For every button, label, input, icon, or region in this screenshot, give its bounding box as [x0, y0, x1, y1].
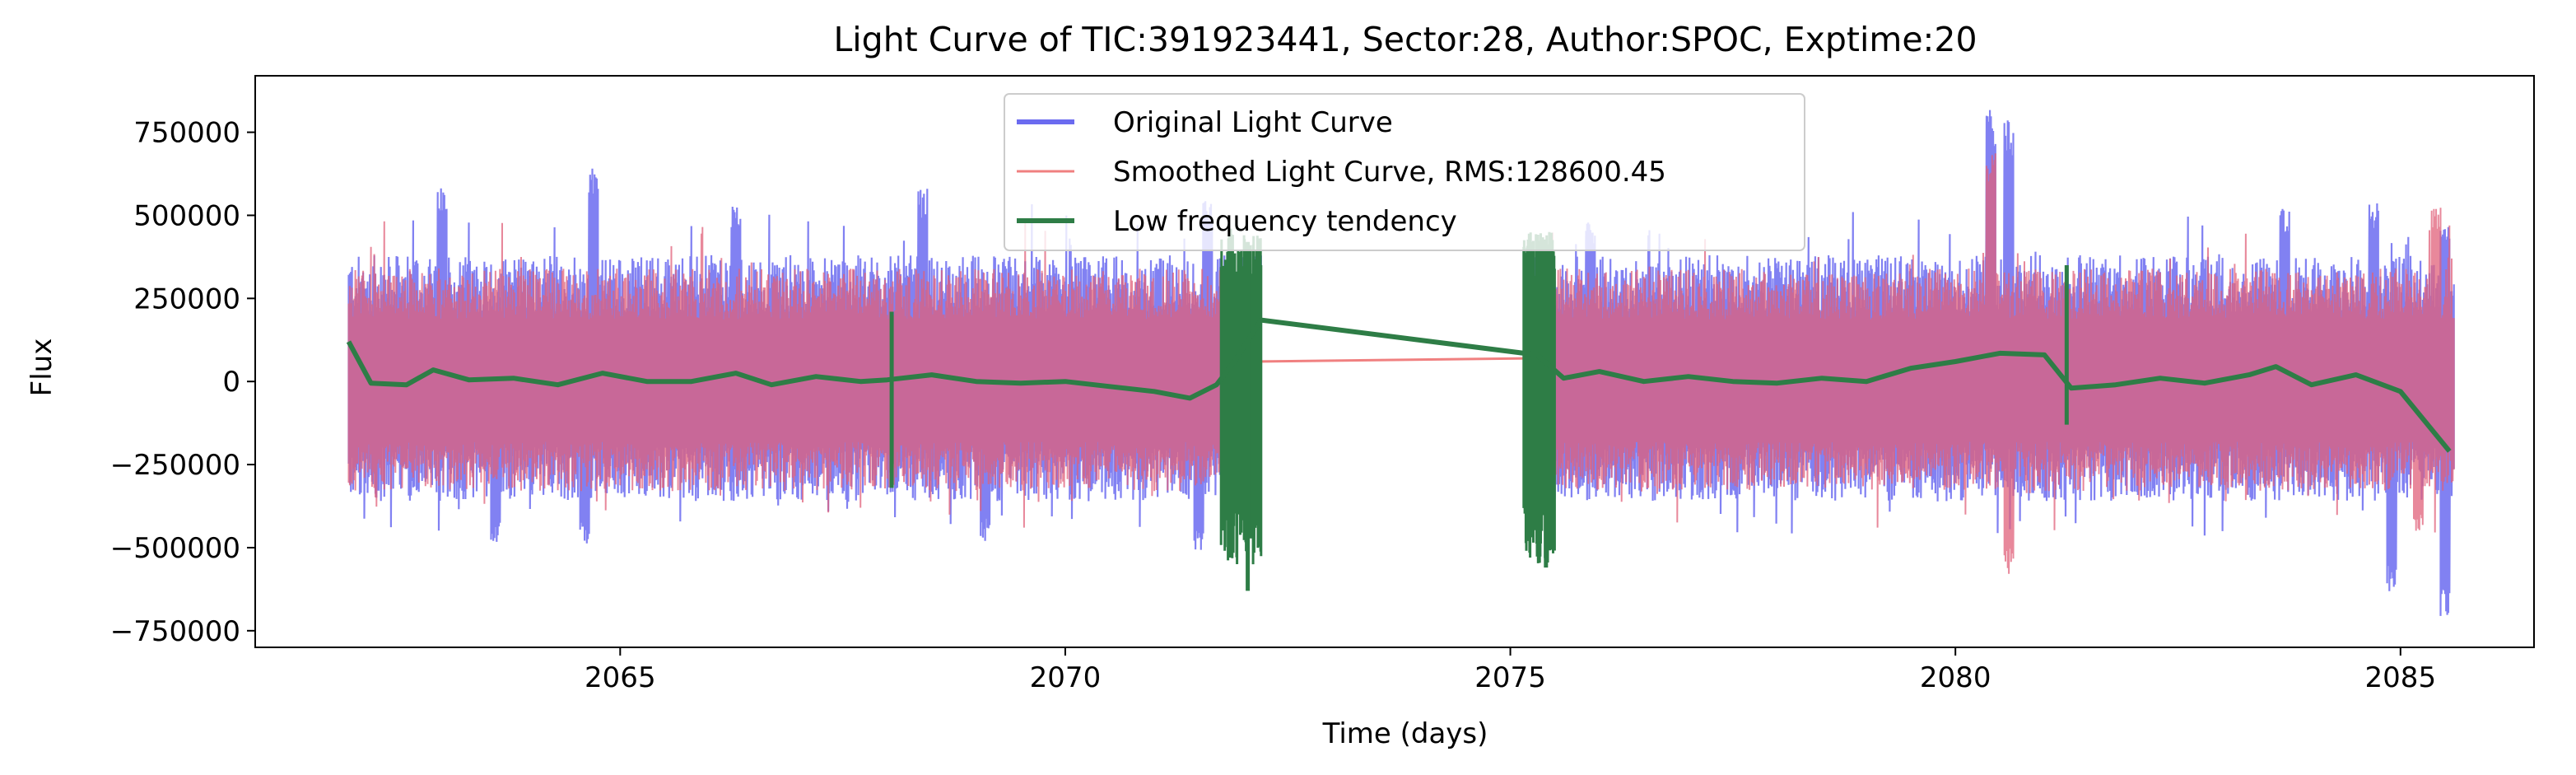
- legend: Original Light Curve Smoothed Light Curv…: [1004, 93, 1805, 251]
- smoothed-gap-bridge: [1251, 357, 1538, 363]
- y-axis: −750000 −500000 −250000 0 250000 500000 750000: [110, 117, 255, 648]
- legend-box: [1004, 93, 1805, 251]
- y-tick-label: −500000: [110, 532, 240, 565]
- x-tick-label: 2085: [2365, 661, 2437, 694]
- chart-title: Light Curve of TIC:391923441, Sector:28,…: [833, 20, 1977, 59]
- y-tick-label: 250000: [133, 282, 240, 315]
- smoothed-light-curve: [1527, 153, 2455, 574]
- x-axis: 2065 2070 2075 2080 2085: [585, 647, 2436, 694]
- y-tick-label: −250000: [110, 449, 240, 482]
- x-axis-label: Time (days): [1322, 717, 1488, 750]
- plot-area: [346, 110, 2455, 616]
- y-axis-label: Flux: [26, 338, 58, 397]
- y-tick-label: 750000: [133, 117, 240, 150]
- legend-label-smoothed: Smoothed Light Curve, RMS:128600.45: [1113, 156, 1666, 189]
- low-frequency-tendency: [346, 317, 2452, 453]
- axes-frame: [254, 75, 2535, 648]
- x-tick-label: 2080: [1920, 661, 1991, 694]
- low-frequency-block: [1219, 234, 1263, 565]
- y-tick-label: 500000: [133, 199, 240, 232]
- y-tick-label: −750000: [110, 615, 240, 648]
- x-tick-label: 2065: [585, 661, 656, 694]
- legend-label-low-frequency: Low frequency tendency: [1113, 205, 1457, 238]
- x-tick-label: 2070: [1030, 661, 1102, 694]
- x-tick-label: 2075: [1474, 661, 1546, 694]
- legend-label-original: Original Light Curve: [1113, 106, 1393, 139]
- y-tick-label: 0: [222, 366, 240, 399]
